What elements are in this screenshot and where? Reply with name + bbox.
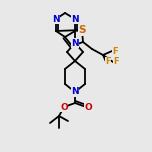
Text: O: O xyxy=(60,102,68,112)
Text: S: S xyxy=(78,25,86,35)
Text: O: O xyxy=(84,102,92,112)
Text: F: F xyxy=(113,57,119,67)
Text: N: N xyxy=(71,88,79,97)
Text: N: N xyxy=(52,14,60,24)
Text: F: F xyxy=(105,57,111,67)
Text: N: N xyxy=(71,14,79,24)
Text: F: F xyxy=(112,47,118,55)
Text: N: N xyxy=(71,38,79,47)
